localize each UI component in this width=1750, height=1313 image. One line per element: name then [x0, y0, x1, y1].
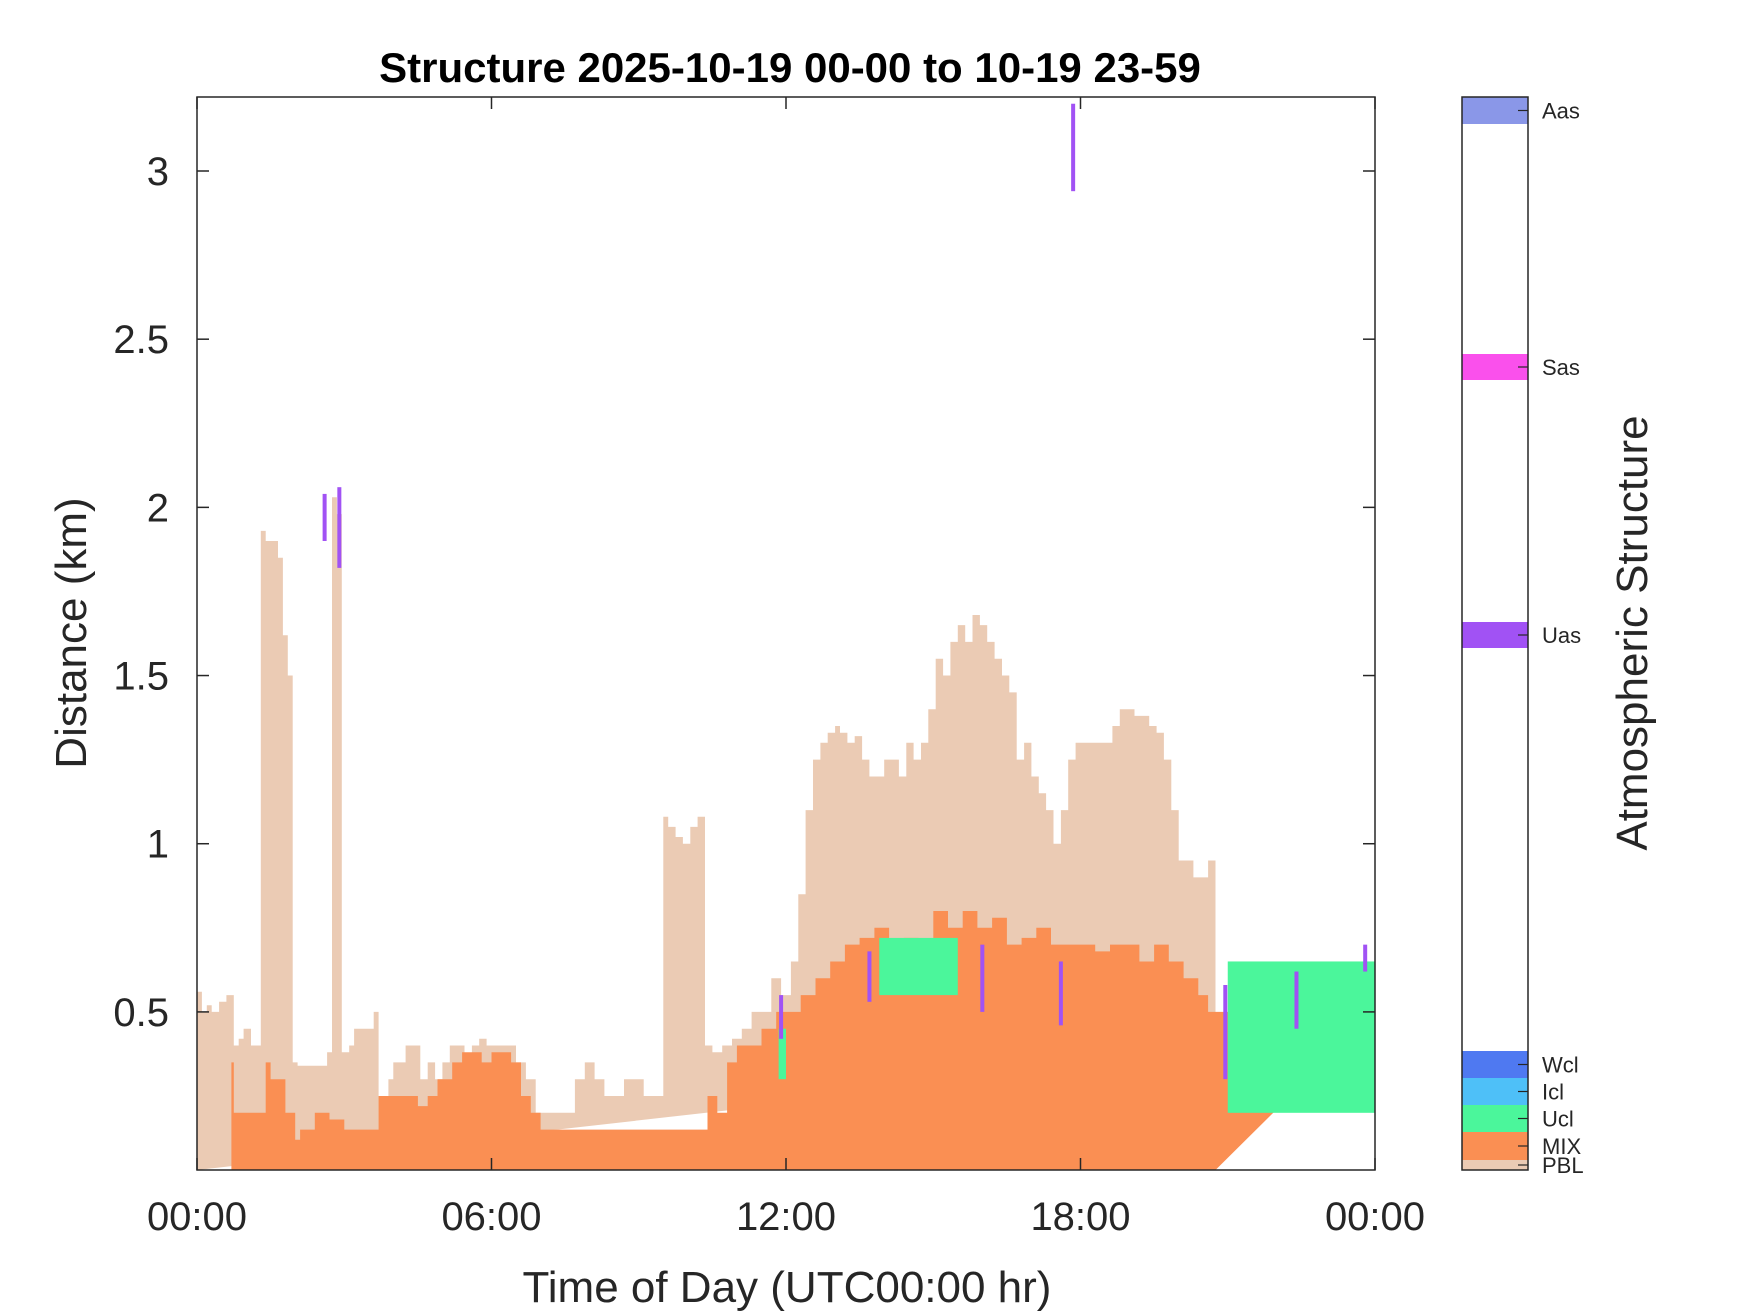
y-tick-label: 0.5 — [113, 991, 169, 1035]
plot-area — [197, 103, 1375, 1170]
colorbar-swatch-wcl — [1462, 1051, 1528, 1078]
uas-mark — [337, 487, 342, 568]
x-tick-label: 00:00 — [147, 1195, 247, 1239]
colorbar-tick-label: Aas — [1542, 99, 1580, 124]
uas-mark — [322, 493, 327, 541]
colorbar-tick-label: Sas — [1542, 355, 1580, 380]
colorbar-tick-label: Uas — [1542, 623, 1581, 648]
y-tick-label: 2.5 — [113, 318, 169, 362]
ucl-segment — [879, 937, 958, 996]
uas-mark — [1071, 103, 1076, 192]
colorbar-swatch-ucl — [1462, 1105, 1528, 1132]
series-mix-area — [231, 911, 1375, 1170]
uas-mark — [1223, 985, 1228, 1080]
colorbar-swatch-pbl — [1462, 1160, 1528, 1170]
y-tick-label: 2 — [147, 486, 169, 530]
colorbar-frame — [1461, 96, 1529, 1171]
colorbar-swatch-sas — [1462, 354, 1528, 380]
colorbar-tick-label: Icl — [1542, 1080, 1564, 1105]
colorbar-swatch-mix — [1462, 1132, 1528, 1160]
x-tick-label: 18:00 — [1030, 1195, 1130, 1239]
uas-mark — [980, 944, 985, 1012]
uas-mark — [1294, 971, 1299, 1029]
y-axis-label: Distance (km) — [47, 497, 96, 768]
colorbar-label: Atmospheric Structure — [1608, 415, 1657, 850]
colorbar-swatch-uas — [1462, 622, 1528, 648]
y-tick-label: 1 — [147, 823, 169, 867]
uas-mark — [1058, 961, 1063, 1026]
colorbar-swatch-aas — [1462, 97, 1528, 124]
colorbar-tick-label: PBL — [1542, 1153, 1584, 1178]
colorbar-tick-label: Wcl — [1542, 1053, 1579, 1078]
ucl-segment — [778, 1028, 786, 1080]
y-tick-label: 1.5 — [113, 655, 169, 699]
chart-title: Structure 2025-10-19 00-00 to 10-19 23-5… — [379, 44, 1201, 91]
x-tick-label: 06:00 — [441, 1195, 541, 1239]
axis-ticks: 0.5 1 1.5 2 2.5 3 00:00 06:00 12:00 18:00 00:00 — [113, 97, 1425, 1239]
y-tick-label: 3 — [147, 150, 169, 194]
x-axis-label: Time of Day (UTC00:00 hr) — [523, 1263, 1052, 1312]
x-tick-label: 00:00 — [1325, 1195, 1425, 1239]
uas-mark — [867, 951, 872, 1002]
uas-mark — [1363, 944, 1368, 972]
colorbar-tick-label: MIX — [1542, 1134, 1581, 1159]
x-tick-label: 12:00 — [736, 1195, 836, 1239]
colorbar-tick-label: Ucl — [1542, 1107, 1574, 1132]
uas-mark — [779, 995, 784, 1039]
colorbar-swatch-icl — [1462, 1078, 1528, 1105]
ucl-segment — [1227, 961, 1375, 1113]
